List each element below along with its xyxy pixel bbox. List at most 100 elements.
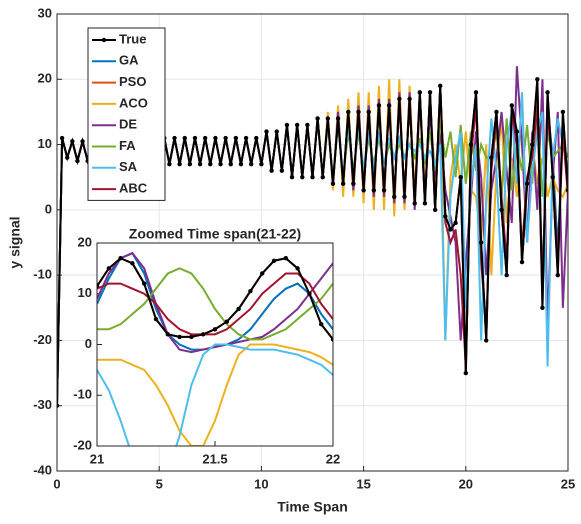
marker (494, 109, 499, 115)
marker (283, 256, 288, 261)
series-line (97, 267, 333, 341)
marker (560, 109, 566, 115)
marker (463, 370, 468, 376)
marker (340, 181, 346, 186)
marker (448, 227, 453, 232)
marker (208, 161, 213, 167)
series-line (97, 272, 333, 336)
x-tick-label: 0 (53, 476, 60, 491)
y-tick-label: -20 (33, 332, 52, 347)
y-tick-label: -20 (73, 437, 92, 452)
marker (248, 289, 253, 294)
marker (407, 96, 412, 102)
marker (453, 220, 458, 226)
legend-label: DE (119, 117, 137, 132)
marker (468, 142, 474, 147)
marker (213, 135, 218, 141)
marker (397, 96, 402, 102)
marker (504, 272, 509, 278)
marker (305, 122, 310, 128)
marker (310, 175, 315, 180)
marker (307, 291, 312, 296)
marker (361, 188, 366, 193)
marker (65, 155, 70, 160)
x-axis-label: Time Span (277, 499, 348, 515)
marker (320, 175, 325, 180)
marker (274, 129, 279, 134)
y-tick-label: -30 (33, 397, 52, 412)
marker (57, 403, 60, 408)
marker (97, 283, 100, 289)
marker (335, 116, 341, 121)
marker (224, 319, 229, 324)
legend-label: FA (119, 138, 136, 153)
x-tick-label: 10 (254, 476, 268, 491)
axes-box (56, 13, 569, 472)
marker (192, 135, 198, 141)
marker (351, 181, 356, 186)
x-tick-label: 25 (561, 476, 575, 491)
marker (555, 272, 560, 278)
marker (550, 175, 555, 180)
marker (118, 256, 123, 261)
marker (478, 240, 484, 245)
marker (218, 161, 223, 167)
axes: 21 21.5 22 -20 -10 0 10 20 Zoomed Time span(21-2… (73, 226, 340, 467)
marker (254, 135, 259, 141)
y-tick-label: -40 (33, 462, 52, 477)
marker (530, 142, 535, 147)
marker (238, 161, 244, 167)
marker (489, 155, 494, 160)
marker (289, 175, 295, 180)
marker (259, 161, 264, 167)
x-tick-label: 22 (326, 451, 340, 466)
y-tick-label: 10 (38, 136, 52, 151)
marker (499, 207, 504, 213)
y-tick-label: 30 (38, 5, 52, 20)
marker (260, 271, 265, 276)
marker (565, 188, 568, 193)
series-line (97, 251, 333, 354)
marker (70, 139, 75, 144)
marker (402, 194, 407, 199)
marker (392, 194, 397, 199)
marker (443, 214, 448, 219)
marker (346, 109, 351, 115)
marker (315, 116, 320, 121)
marker (271, 258, 277, 263)
marker (236, 306, 241, 312)
legend-box (87, 27, 166, 201)
marker (509, 103, 514, 108)
legend-label: PSO (119, 74, 146, 89)
x-tick-label: 5 (156, 476, 163, 491)
marker (417, 90, 423, 95)
marker (264, 129, 269, 134)
marker (212, 327, 218, 332)
marker (366, 109, 371, 115)
marker (233, 135, 239, 141)
marker (540, 305, 545, 310)
marker (484, 338, 489, 343)
chart-title: Zoomed Time span(21-22) (129, 226, 301, 242)
lines (97, 251, 333, 446)
marker (172, 135, 177, 141)
x-tick-label: 21 (90, 451, 104, 466)
marker (432, 207, 438, 213)
marker (142, 281, 147, 286)
legend-label: True (119, 31, 146, 46)
y-tick-label: 20 (78, 234, 92, 249)
y-axis-label: y signal (7, 216, 23, 268)
marker (269, 168, 274, 173)
marker (295, 266, 300, 271)
marker (356, 109, 361, 115)
marker (182, 135, 187, 141)
legend-label: SA (119, 159, 138, 174)
marker (376, 103, 382, 108)
marker (165, 332, 170, 337)
marker (80, 139, 85, 144)
y-tick-label: -10 (73, 387, 92, 402)
marker (438, 83, 443, 89)
marker (519, 259, 525, 265)
marker (325, 116, 331, 121)
